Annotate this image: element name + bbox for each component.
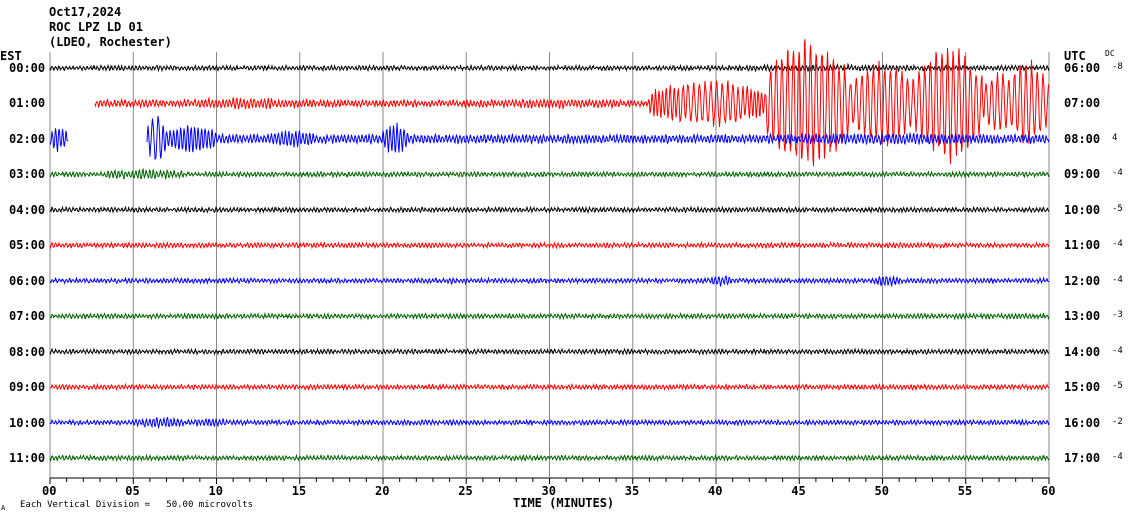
scale-note: Each Vertical Division = 50.00 microvolt… (20, 500, 253, 510)
trace-row-0000 (49, 62, 1050, 73)
utc-hour-label: 09:00 (1064, 167, 1101, 182)
utc-hour-label: 12:00 (1064, 273, 1101, 288)
est-hour-label: 00:00 (9, 61, 46, 75)
est-hour-label: 10:00 (9, 415, 46, 430)
x-tick-label: 50 (874, 484, 889, 498)
utc-hour-label: 06:00 (1064, 61, 1101, 75)
x-tick-label: 45 (791, 484, 806, 498)
utc-hour-label: 16:00 (1064, 415, 1101, 430)
trace-row-0600 (49, 274, 1050, 287)
utc-hour-label: 15:00 (1064, 380, 1101, 395)
footer-mark: A (1, 504, 6, 512)
x-tick-label: 10 (208, 484, 223, 498)
dc-offset-value: -4 (1112, 345, 1123, 356)
utc-hour-label: 10:00 (1064, 202, 1101, 217)
x-tick-label: 05 (125, 484, 140, 498)
trace-row-0800 (49, 347, 1050, 357)
trace-row-0500 (49, 240, 1050, 250)
trace-row-0900 (49, 382, 1050, 392)
trace-row-1100 (49, 453, 1050, 463)
x-tick-label: 20 (375, 484, 390, 498)
est-hour-label: 08:00 (9, 344, 46, 359)
trace-row-0200 (50, 115, 1050, 161)
x-tick-label: 35 (624, 484, 640, 498)
network-label: (LDEO, Rochester) (49, 35, 172, 49)
utc-hour-label: 08:00 (1064, 131, 1101, 146)
trace-row-0100 (94, 39, 1050, 167)
dc-offset-value: 4 (1112, 132, 1118, 143)
est-hour-label: 03:00 (9, 167, 46, 182)
x-tick-label: 60 (1041, 484, 1056, 498)
est-hour-label: 01:00 (9, 96, 46, 111)
dc-offset-value: -4 (1112, 168, 1123, 179)
dc-offset-value: -3 (1112, 310, 1123, 321)
trace-row-0700 (49, 311, 1050, 321)
utc-hour-label: 11:00 (1064, 238, 1101, 253)
dc-offset-value: -5 (1112, 381, 1123, 392)
x-tick-label: 30 (541, 484, 556, 498)
x-tick-label: 55 (957, 484, 973, 498)
x-axis-label: TIME (MINUTES) (513, 496, 615, 510)
est-hour-label: 07:00 (9, 309, 46, 324)
dc-offset-value: -8 (1112, 62, 1123, 72)
trace-row-0300 (49, 167, 1050, 180)
dc-offset-value: -4 (1112, 274, 1123, 285)
trace-row-1000 (49, 416, 1050, 430)
dc-offset-value: -4 (1112, 451, 1123, 462)
est-hour-label: 02:00 (9, 131, 46, 146)
trace-row-0400 (49, 205, 1050, 215)
est-label: EST (0, 49, 22, 63)
dc-offset-value: -4 (1112, 239, 1123, 250)
utc-hour-label: 07:00 (1064, 96, 1101, 111)
est-hour-label: 05:00 (9, 238, 46, 253)
date-label: Oct17,2024 (49, 5, 122, 19)
dc-offset-value: -2 (1112, 416, 1123, 427)
station-label: ROC LPZ LD 01 (49, 20, 143, 34)
est-hour-label: 09:00 (9, 380, 46, 395)
x-tick-label: 15 (291, 484, 307, 498)
est-hour-label: 04:00 (9, 202, 46, 217)
utc-label: UTC (1064, 49, 1086, 63)
x-tick-label: 40 (708, 484, 723, 498)
dc-offset-value: -5 (1112, 203, 1123, 214)
est-hour-label: 11:00 (9, 450, 46, 465)
est-hour-label: 06:00 (9, 273, 46, 288)
utc-hour-label: 13:00 (1064, 309, 1101, 324)
dc-label: DC (1105, 49, 1115, 58)
x-tick-label: 25 (458, 484, 473, 498)
utc-hour-label: 14:00 (1064, 344, 1101, 359)
utc-hour-label: 17:00 (1064, 450, 1101, 465)
x-tick-label: 00 (42, 484, 57, 498)
